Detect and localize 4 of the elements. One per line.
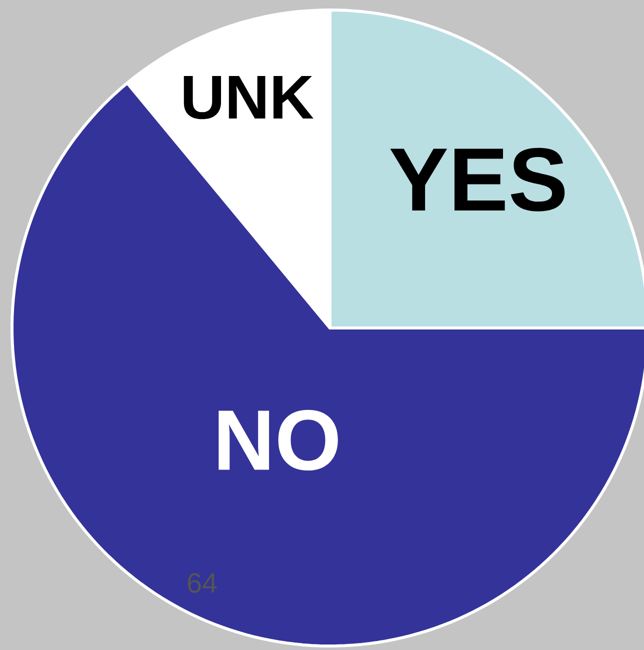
slice-label: UNK <box>184 76 314 120</box>
text: 64 <box>188 573 217 593</box>
slice-label: YES <box>390 148 565 212</box>
slice-label: NO <box>218 410 338 471</box>
